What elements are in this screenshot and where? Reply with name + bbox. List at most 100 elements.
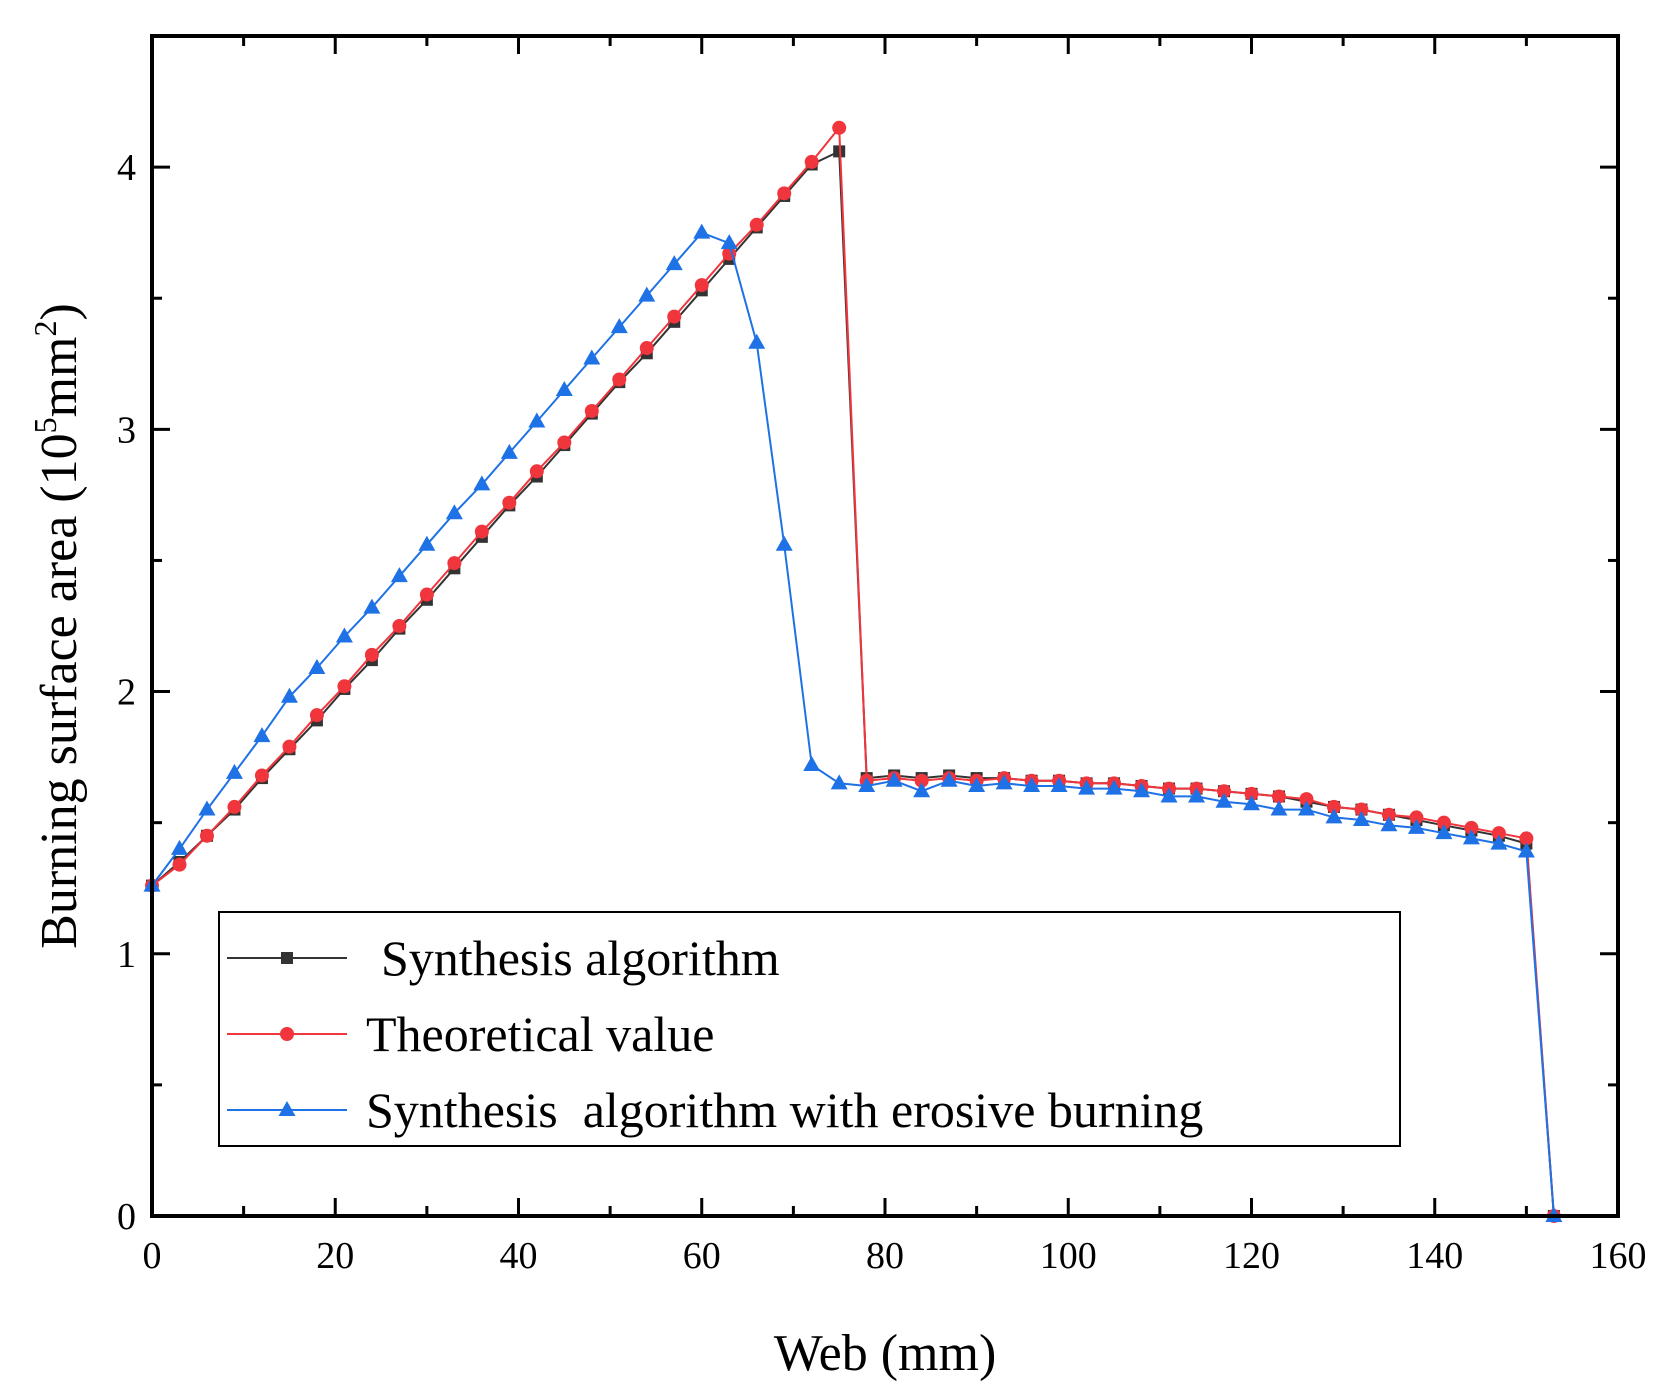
data-point [502,495,517,510]
data-point [1490,834,1508,850]
data-point [1381,807,1396,822]
data-point [445,504,463,520]
data-point [337,679,352,694]
data-point [1407,818,1425,834]
data-point [914,773,929,788]
data-point [1491,826,1506,841]
data-point [858,776,876,792]
data-point [1409,810,1424,825]
data-point [720,234,738,250]
data-point [1105,779,1123,795]
data-point [638,286,656,302]
y-axis-title-unit: mm [31,336,88,417]
data-point [1023,776,1041,792]
data-point [282,739,297,754]
data-point [694,278,709,293]
legend-label: Theoretical value [366,1006,714,1062]
data-point [557,435,572,450]
x-tick-label: 40 [500,1235,538,1277]
x-tick-label: 80 [866,1235,904,1277]
series-line [151,231,1555,1217]
x-axis-title: Web (mm) [774,1325,997,1382]
data-point [612,372,627,387]
data-point [1354,802,1369,817]
x-tick-label: 140 [1406,1235,1463,1277]
data-point [418,535,436,551]
x-tick-label: 0 [143,1235,162,1277]
series-line [151,125,1555,1217]
data-point [940,771,958,787]
data-point [1325,808,1343,824]
data-point [1133,782,1151,798]
data-point [1380,816,1398,832]
legend-swatch-marker [278,1101,296,1116]
data-point [308,658,326,674]
data-point [749,217,764,232]
data-point [1050,776,1068,792]
data-point [1244,786,1259,801]
data-point [1436,815,1451,830]
data-point [1297,800,1315,816]
data-point [885,771,903,787]
y-axis-title-sup2: 2 [27,320,63,336]
data-point [227,799,242,814]
series-layer [143,120,1563,1223]
data-point [1464,820,1479,835]
legend-box [218,911,1401,1147]
data-point [199,828,214,843]
data-point [665,255,683,271]
y-axis-title: Burning surface area (105mm2) [27,303,88,949]
y-tick-label: 4 [117,147,136,189]
y-axis-title-sup: 5 [27,417,63,433]
data-point [529,464,544,479]
data-point [364,647,379,662]
data-point [528,412,546,428]
legend: Synthesis algorithm Theoretical value Synt… [218,911,1401,1147]
data-point [1078,779,1096,795]
data-point [1462,829,1480,845]
data-point [803,755,821,771]
data-point [1352,811,1370,827]
data-point [748,333,766,349]
data-point [1299,792,1314,807]
data-point [775,535,793,551]
data-point [172,857,187,872]
legend-swatch-marker [281,952,293,964]
y-tick-label: 0 [117,1196,136,1238]
data-point [474,524,489,539]
x-tick-label: 60 [683,1235,721,1277]
y-axis-title-prefix: Burning surface area (10 [31,433,88,948]
x-tick-label: 100 [1040,1235,1097,1277]
data-point [309,708,324,723]
data-point [390,567,408,583]
x-tick-label: 160 [1590,1235,1647,1277]
data-point [1160,787,1178,803]
series-triangle [143,223,1563,1222]
data-point [253,727,271,743]
y-tick-label: 3 [117,409,136,451]
data-point [832,120,847,135]
data-point [198,800,216,816]
data-point [667,309,682,324]
data-point [500,443,518,459]
data-point [968,776,986,792]
x-tick-label: 120 [1223,1235,1280,1277]
data-point [1243,795,1260,811]
data-point [1326,799,1341,814]
plot-frame [150,34,1620,1218]
data-point [583,349,601,365]
data-point [447,556,462,571]
axes: 0 20 40 60 80 100 120 140 160 0 1 2 3 4 [117,34,1647,1277]
data-point [1270,800,1288,816]
data-point [335,627,353,643]
data-point [610,318,628,334]
data-point [363,598,381,614]
data-point [1188,787,1206,803]
data-point [777,186,792,201]
data-point [830,774,848,790]
data-point [639,341,654,356]
data-point [913,782,931,798]
data-point [1519,831,1534,846]
data-point [419,587,434,602]
